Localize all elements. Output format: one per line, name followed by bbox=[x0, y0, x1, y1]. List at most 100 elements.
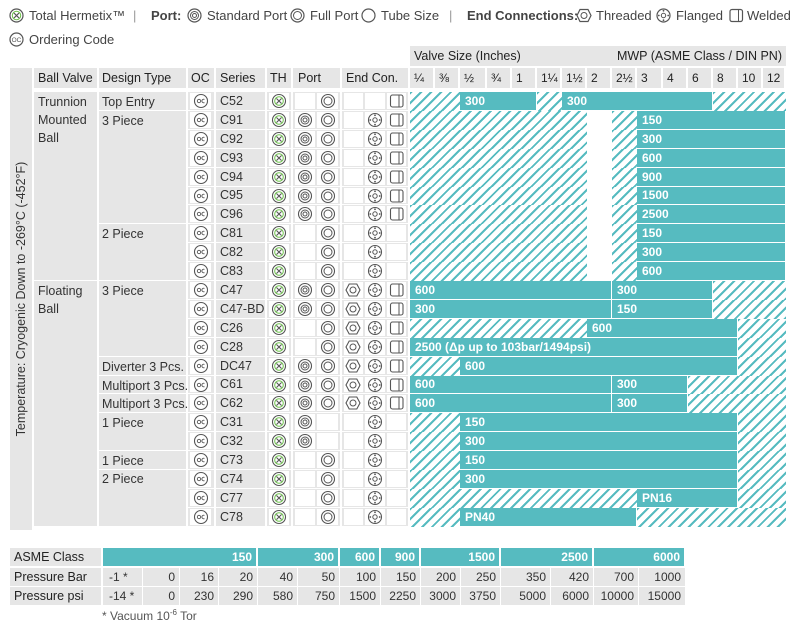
threaded-icon bbox=[345, 302, 361, 316]
ordering-code-icon bbox=[193, 188, 209, 204]
pressure-bar-cell: 100 bbox=[340, 568, 380, 586]
series-code: C73 bbox=[220, 453, 243, 467]
not-available-hatch bbox=[410, 205, 587, 224]
standard-port-icon bbox=[187, 8, 202, 23]
pressure-psi-cell: 750 bbox=[298, 587, 339, 605]
series-code: C47-BD bbox=[220, 302, 265, 316]
icon-slot bbox=[344, 169, 363, 185]
not-available-hatch bbox=[410, 262, 587, 281]
not-available-hatch bbox=[612, 187, 637, 205]
series-code: C94 bbox=[220, 170, 243, 184]
not-available-hatch bbox=[410, 187, 587, 205]
asme-class-cell: 1500 bbox=[421, 548, 499, 566]
pressure-rating-bar: 150 bbox=[637, 224, 785, 242]
pressure-rating-bar: 150 bbox=[637, 111, 785, 129]
series-code: C92 bbox=[220, 132, 243, 146]
total-hermetix-icon bbox=[271, 282, 287, 298]
series-code: C83 bbox=[220, 264, 243, 278]
size-header-cell: ⅜ bbox=[435, 68, 458, 88]
end-con-header: End Con. bbox=[342, 68, 408, 88]
flanged-icon bbox=[367, 131, 383, 147]
series-cell bbox=[216, 376, 265, 393]
total-hermetix-icon bbox=[271, 433, 287, 449]
ball-valve-cell bbox=[34, 281, 97, 526]
total-hermetix-icon bbox=[271, 301, 287, 317]
flanged-icon bbox=[367, 358, 383, 374]
flanged-icon bbox=[367, 339, 383, 355]
series-code: C28 bbox=[220, 340, 243, 354]
series-cell bbox=[216, 451, 265, 469]
total-hermetix-icon bbox=[271, 339, 287, 355]
footnote-unit: Tor bbox=[176, 609, 197, 623]
flanged-icon bbox=[367, 377, 383, 393]
welded-icon bbox=[389, 94, 404, 108]
full-port-icon bbox=[320, 169, 336, 185]
full-port-icon bbox=[320, 150, 336, 166]
size-header-cell: 6 bbox=[688, 68, 711, 88]
not-available-hatch bbox=[688, 394, 786, 413]
icon-slot bbox=[387, 244, 406, 260]
flanged-icon bbox=[367, 188, 383, 204]
pressure-rating-bar: 300 bbox=[637, 243, 785, 261]
pressure-bar-cell: 16 bbox=[180, 568, 218, 586]
ordering-code-icon bbox=[193, 377, 209, 393]
ordering-code-icon bbox=[193, 490, 209, 506]
total-hermetix-icon bbox=[271, 509, 287, 525]
icon-slot bbox=[344, 509, 363, 525]
series-cell bbox=[216, 130, 265, 148]
design-type-label: Multiport 3 Pcs. bbox=[102, 379, 189, 393]
standard-port-icon bbox=[297, 395, 313, 411]
flanged-icon bbox=[367, 490, 383, 506]
pressure-psi-cell: 3750 bbox=[461, 587, 500, 605]
icon-slot bbox=[387, 452, 406, 468]
total-hermetix-icon bbox=[271, 206, 287, 222]
not-available-hatch bbox=[738, 489, 786, 508]
pressure-rating-bar: PN16 bbox=[637, 489, 737, 507]
not-available-hatch bbox=[713, 281, 786, 300]
design-type-label: 2 Piece bbox=[102, 472, 144, 486]
mwp-label: MWP (ASME Class / DIN PN) bbox=[616, 49, 782, 63]
icon-slot bbox=[344, 93, 363, 109]
flanged-icon bbox=[656, 8, 671, 23]
threaded-icon bbox=[345, 321, 361, 335]
pressure-bar-cell: 700 bbox=[594, 568, 638, 586]
icon-slot bbox=[295, 244, 315, 260]
welded-icon bbox=[389, 207, 404, 221]
pressure-bar-cell: 40 bbox=[258, 568, 297, 586]
pressure-rating-bar: 300 bbox=[460, 432, 737, 450]
not-available-hatch bbox=[410, 413, 460, 432]
not-available-hatch bbox=[410, 130, 587, 149]
icon-slot bbox=[387, 225, 406, 241]
welded-icon bbox=[389, 302, 404, 316]
size-header-cell: ¼ bbox=[410, 68, 433, 88]
total-hermetix-icon bbox=[271, 188, 287, 204]
total-hermetix-icon bbox=[271, 225, 287, 241]
welded-icon bbox=[389, 170, 404, 184]
pressure-rating-bar: 900 bbox=[637, 168, 785, 186]
series-code: C78 bbox=[220, 510, 243, 524]
icon-slot bbox=[387, 206, 406, 222]
icon-slot bbox=[387, 188, 406, 203]
ordering-code-icon: OC bbox=[9, 32, 24, 47]
ordering-code-icon bbox=[193, 263, 209, 279]
not-available-hatch bbox=[738, 451, 786, 470]
not-available-hatch bbox=[738, 470, 786, 489]
flanged-icon bbox=[367, 282, 383, 298]
icon-slot bbox=[344, 206, 363, 222]
design-type-label: Diverter 3 Pcs. bbox=[102, 360, 184, 374]
design-type-cell bbox=[99, 111, 186, 223]
icon-slot bbox=[344, 225, 363, 241]
icon-slot bbox=[387, 509, 406, 525]
welded-icon bbox=[389, 151, 404, 165]
oc-badge-text: OC bbox=[12, 37, 22, 44]
not-available-hatch bbox=[410, 92, 460, 111]
design-type-label: 3 Piece bbox=[102, 114, 144, 128]
pressure-rating-bar: 300 bbox=[612, 376, 687, 393]
welded-icon bbox=[389, 359, 404, 373]
ordering-code-icon bbox=[193, 93, 209, 109]
icon-slot bbox=[344, 263, 363, 279]
not-available-hatch bbox=[713, 300, 786, 319]
design-type-label: Multiport 3 Pcs. bbox=[102, 397, 189, 411]
standard-port-icon bbox=[297, 358, 313, 374]
pressure-bar-label: Pressure Bar bbox=[10, 568, 101, 586]
